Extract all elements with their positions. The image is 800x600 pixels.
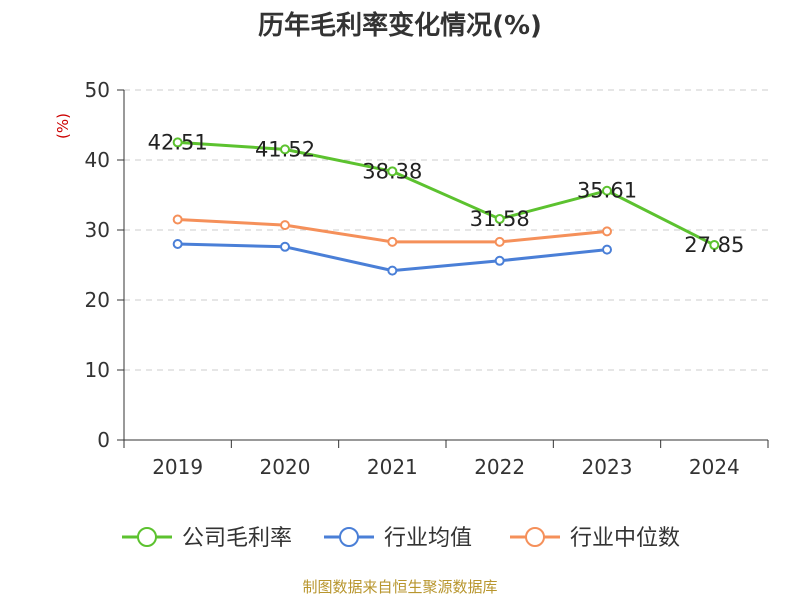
data-point: [494, 255, 505, 266]
legend-label: 行业均值: [384, 526, 472, 551]
data-point: [494, 236, 505, 247]
data-label: 41.52: [255, 137, 315, 161]
series-3: [172, 214, 612, 247]
series-layer: 42.51 41.52 38.38 31.58 35.61 27.85: [148, 130, 745, 276]
legend-item-2[interactable]: 行业均值: [324, 526, 472, 551]
data-label: 35.61: [577, 179, 637, 203]
x-tick-label: 2023: [582, 455, 633, 479]
legend-label: 行业中位数: [570, 526, 680, 551]
y-tick-label: 30: [85, 218, 110, 242]
data-point: [387, 166, 398, 177]
x-tick-label: 2021: [367, 455, 418, 479]
data-point: [172, 239, 183, 249]
series-line: [177, 140, 716, 247]
data-point: [172, 214, 183, 225]
data-label: 31.58: [470, 207, 530, 231]
source-note: 制图数据来自恒生聚源数据库: [302, 578, 497, 596]
data-label: 42.51: [148, 130, 208, 154]
legend-swatch-marker: [525, 527, 545, 547]
y-tick-label: 20: [85, 288, 110, 312]
gridlines: [124, 89, 768, 371]
axes: 0 10 20 30 40 50 2019 2020 2021 2022 2023 2024: [85, 78, 769, 479]
legend-swatch-marker: [339, 527, 359, 547]
data-point: [280, 144, 290, 155]
legend: 公司毛利率 行业均值 行业中位数: [122, 526, 680, 551]
data-point: [280, 241, 290, 252]
data-point: [387, 236, 398, 247]
data-point: [494, 213, 505, 224]
y-axis-label: (%): [54, 113, 72, 139]
chart-title: 历年毛利率变化情况(%): [258, 10, 542, 41]
data-point: [602, 226, 612, 237]
data-point: [280, 220, 290, 231]
data-label: 27.85: [684, 233, 744, 257]
x-tick-label: 2022: [474, 455, 525, 479]
data-point: [602, 185, 612, 196]
data-point: [387, 265, 398, 276]
data-point: [709, 240, 720, 251]
legend-item-3[interactable]: 行业中位数: [510, 526, 680, 551]
y-tick-label: 10: [85, 358, 110, 382]
y-tick-label: 0: [97, 428, 110, 452]
data-point: [172, 137, 183, 148]
legend-swatch-marker: [137, 527, 157, 547]
x-tick-label: 2024: [689, 455, 740, 479]
x-tick-label: 2020: [260, 455, 311, 479]
data-label: 38.38: [362, 159, 422, 183]
y-tick-label: 40: [85, 148, 110, 172]
y-tick-label: 50: [85, 78, 110, 102]
x-tick-label: 2019: [152, 455, 203, 479]
legend-item-1[interactable]: 公司毛利率: [122, 526, 292, 551]
series-2: [172, 239, 612, 276]
data-point: [602, 244, 612, 255]
legend-label: 公司毛利率: [182, 526, 292, 551]
series-1: 42.51 41.52 38.38 31.58 35.61 27.85: [148, 130, 745, 257]
